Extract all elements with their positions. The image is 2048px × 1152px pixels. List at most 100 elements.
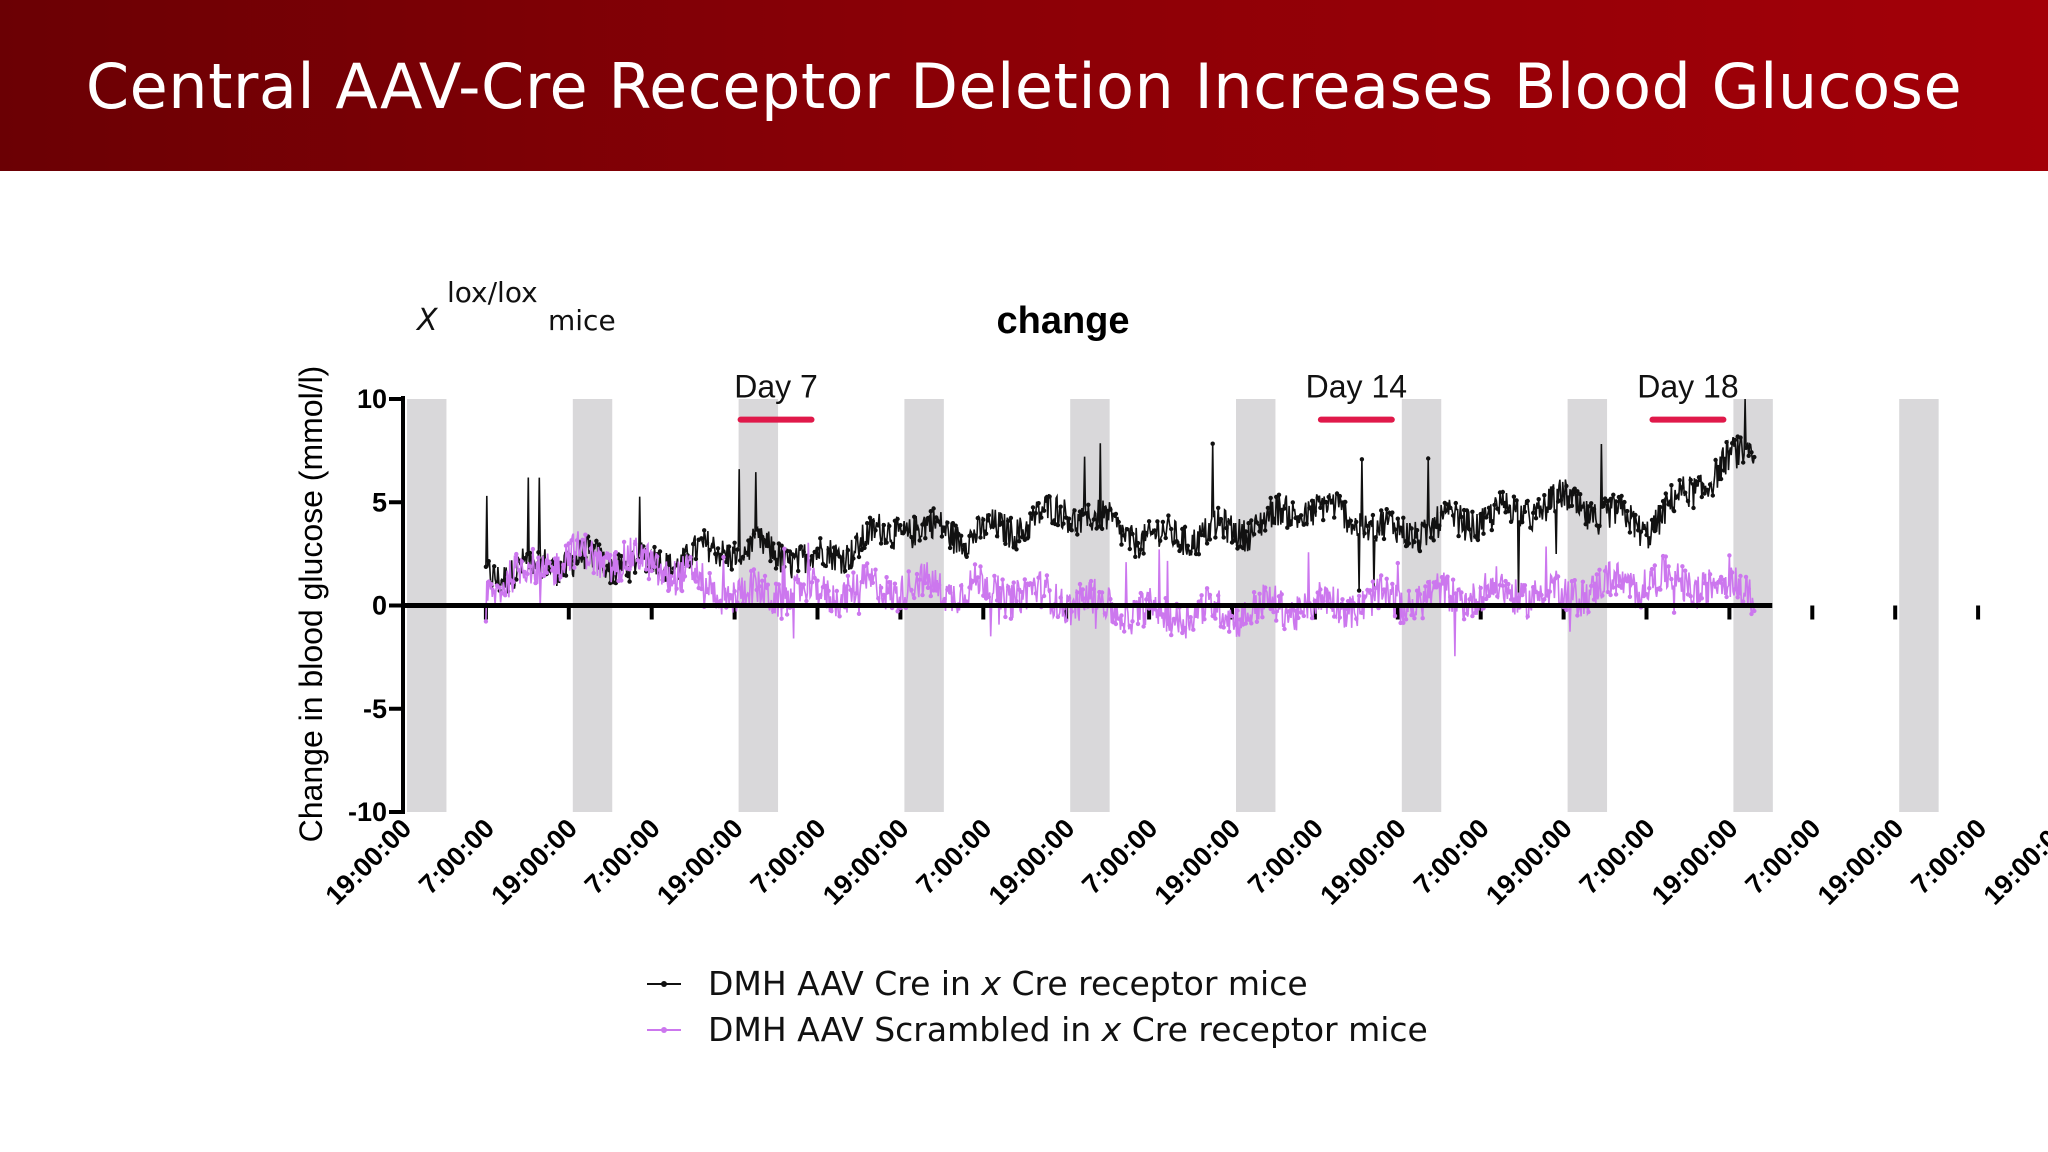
- data-point: [1249, 621, 1254, 626]
- data-point: [544, 570, 549, 575]
- data-point: [483, 619, 489, 624]
- data-point: [1213, 616, 1218, 621]
- data-point: [1196, 599, 1202, 604]
- data-point: [693, 579, 699, 584]
- data-point: [1619, 585, 1624, 590]
- data-point: [707, 547, 712, 553]
- data-point: [1586, 504, 1591, 509]
- data-point: [1135, 540, 1141, 546]
- data-point: [1611, 492, 1616, 497]
- data-point: [1263, 528, 1268, 533]
- data-point: [605, 555, 610, 560]
- data-point: [1658, 504, 1663, 510]
- data-point: [942, 596, 947, 602]
- data-point: [536, 555, 541, 560]
- data-point: [994, 598, 1000, 603]
- data-point: [1309, 498, 1315, 503]
- data-point: [1525, 498, 1530, 504]
- data-point: [1420, 616, 1425, 621]
- data-point: [1445, 502, 1450, 507]
- data-point: [1321, 599, 1326, 604]
- data-point: [1520, 592, 1525, 598]
- data-point: [912, 514, 917, 519]
- data-point: [1376, 528, 1381, 533]
- data-point: [1456, 533, 1461, 539]
- data-point: [1746, 586, 1751, 591]
- data-point: [1660, 499, 1666, 504]
- data-point: [1718, 574, 1724, 580]
- data-point: [597, 550, 602, 555]
- data-point: [801, 549, 806, 555]
- data-point: [1412, 616, 1417, 621]
- data-point: [964, 554, 969, 559]
- data-point: [1224, 615, 1229, 621]
- data-point: [1044, 573, 1050, 578]
- data-point: [1395, 560, 1401, 566]
- data-point: [848, 587, 853, 593]
- data-point: [569, 538, 574, 543]
- data-point: [1525, 614, 1530, 619]
- data-point: [928, 509, 933, 514]
- data-point: [773, 566, 779, 571]
- data-point: [859, 579, 864, 585]
- data-point: [1309, 615, 1315, 621]
- data-point: [1473, 610, 1478, 615]
- data-point: [1456, 587, 1461, 592]
- data-point: [699, 536, 704, 541]
- x-tick-label: 19:00:00: [983, 813, 1081, 911]
- data-point: [1285, 525, 1290, 530]
- data-point: [978, 535, 983, 540]
- data-point: [1127, 623, 1133, 628]
- x-tick-label: 19:00:00: [1978, 813, 2048, 911]
- data-point: [1453, 500, 1459, 506]
- data-point: [1166, 513, 1171, 518]
- data-point: [765, 543, 770, 549]
- data-point: [1030, 581, 1036, 587]
- data-point: [1699, 494, 1705, 500]
- data-point: [1116, 616, 1121, 621]
- data-point: [1191, 627, 1196, 632]
- data-point: [489, 582, 494, 587]
- data-point: [876, 596, 881, 601]
- data-point: [854, 535, 859, 540]
- data-point: [1694, 479, 1699, 484]
- data-point: [522, 556, 527, 561]
- data-point: [1158, 538, 1163, 543]
- data-point: [1254, 520, 1260, 525]
- data-point: [1613, 499, 1619, 504]
- data-point: [1213, 535, 1218, 540]
- data-point: [1677, 577, 1682, 582]
- x-tick-label: 19:00:00: [320, 813, 418, 911]
- data-point: [906, 569, 911, 574]
- data-point: [1547, 505, 1553, 510]
- data-point: [856, 611, 862, 616]
- data-point: [655, 554, 660, 559]
- data-point: [1249, 518, 1254, 523]
- data-point: [516, 568, 522, 573]
- data-point: [1312, 509, 1318, 514]
- data-point: [1075, 590, 1080, 595]
- data-point: [1251, 590, 1257, 595]
- data-point: [881, 592, 886, 598]
- data-point: [994, 534, 1000, 539]
- data-point: [1503, 578, 1508, 584]
- data-point: [533, 580, 538, 586]
- data-point: [787, 549, 793, 554]
- data-point: [1091, 586, 1097, 592]
- data-point: [1481, 531, 1486, 536]
- data-point: [1680, 564, 1685, 569]
- data-point: [1006, 584, 1011, 590]
- data-point: [845, 573, 851, 579]
- data-point: [1409, 526, 1414, 531]
- data-point: [1578, 492, 1583, 497]
- data-point: [992, 573, 997, 579]
- series-line: [485, 531, 1756, 657]
- data-point: [917, 577, 922, 582]
- data-point: [1666, 502, 1671, 507]
- data-point: [704, 589, 710, 595]
- data-point: [1486, 593, 1492, 599]
- data-point: [613, 550, 618, 555]
- data-point: [1011, 580, 1016, 585]
- data-point: [842, 568, 848, 574]
- data-point: [981, 517, 986, 522]
